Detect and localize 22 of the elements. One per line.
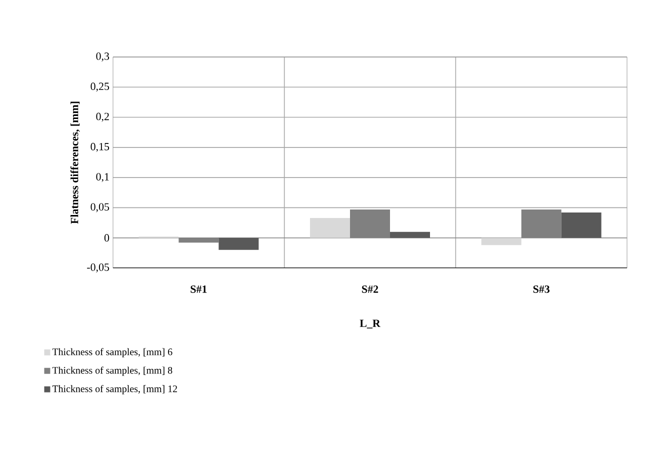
y-tick-label: 0,15: [90, 142, 110, 152]
y-tick-label: -0,05: [87, 264, 110, 272]
x-tick-label: S#1: [190, 286, 207, 293]
y-tick-label: 0,2: [96, 112, 109, 122]
y-tick-label: 0,05: [90, 203, 110, 212]
bar: [310, 218, 350, 238]
y-tick-label: 0: [104, 234, 110, 242]
bar: [218, 238, 259, 250]
legend-label: Thickness of samples, [mm] 12: [52, 385, 177, 394]
bar: [481, 238, 522, 246]
y-axis-title: Flatness differences, [mm]: [70, 102, 80, 224]
x-axis-title: L_R: [360, 320, 380, 328]
y-tick-label: 0,1: [96, 173, 109, 182]
y-tick-label: 0,3: [96, 52, 110, 62]
x-tick-label: S#2: [362, 286, 378, 293]
x-tick-label: S#3: [533, 286, 550, 293]
bar: [390, 232, 430, 238]
legend-label: Thickness of samples, [mm] 8: [52, 366, 172, 376]
y-tick-label: 0,25: [90, 82, 110, 92]
legend-label: Thickness of samples, [mm] 6: [52, 348, 172, 358]
bar: [350, 210, 390, 238]
bar: [561, 212, 602, 238]
